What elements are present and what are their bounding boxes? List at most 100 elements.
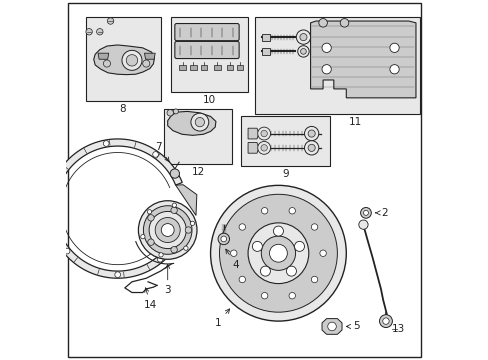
Circle shape — [122, 50, 142, 70]
Circle shape — [143, 206, 192, 254]
Circle shape — [261, 292, 267, 299]
Circle shape — [86, 28, 92, 35]
Circle shape — [261, 236, 295, 270]
Circle shape — [107, 18, 114, 24]
Circle shape — [261, 130, 267, 137]
Circle shape — [230, 250, 237, 256]
Circle shape — [260, 266, 270, 276]
Circle shape — [257, 127, 270, 140]
Polygon shape — [201, 65, 207, 70]
Circle shape — [239, 276, 245, 283]
Circle shape — [173, 109, 178, 114]
Polygon shape — [247, 128, 258, 139]
Circle shape — [147, 239, 154, 246]
Circle shape — [299, 33, 306, 41]
Circle shape — [363, 210, 367, 215]
Circle shape — [170, 247, 177, 253]
FancyBboxPatch shape — [175, 23, 239, 41]
Polygon shape — [94, 45, 154, 75]
Circle shape — [53, 183, 59, 189]
Circle shape — [219, 194, 337, 312]
Circle shape — [319, 250, 325, 256]
Circle shape — [311, 276, 317, 283]
Circle shape — [97, 28, 103, 35]
Circle shape — [64, 248, 70, 254]
Polygon shape — [236, 65, 243, 70]
Circle shape — [296, 30, 310, 44]
Polygon shape — [190, 65, 196, 70]
Circle shape — [166, 110, 173, 116]
Circle shape — [261, 208, 267, 214]
Circle shape — [183, 246, 188, 250]
Circle shape — [358, 220, 367, 229]
Polygon shape — [98, 53, 108, 59]
Text: 12: 12 — [191, 167, 204, 177]
Text: 11: 11 — [348, 117, 361, 127]
Circle shape — [210, 185, 346, 321]
Circle shape — [247, 223, 308, 284]
Circle shape — [141, 234, 145, 239]
Circle shape — [340, 18, 348, 27]
Circle shape — [327, 322, 336, 331]
Circle shape — [221, 236, 226, 242]
Polygon shape — [175, 185, 197, 215]
Circle shape — [138, 201, 197, 259]
Polygon shape — [322, 319, 341, 334]
Circle shape — [218, 233, 229, 245]
Circle shape — [294, 242, 304, 251]
Circle shape — [288, 292, 295, 299]
Bar — [85, 18, 160, 102]
Circle shape — [190, 221, 194, 225]
Circle shape — [322, 43, 331, 53]
Polygon shape — [360, 223, 366, 226]
Circle shape — [157, 256, 163, 262]
FancyBboxPatch shape — [175, 41, 239, 59]
Circle shape — [273, 226, 283, 236]
Bar — [164, 109, 231, 164]
Circle shape — [257, 141, 270, 154]
Polygon shape — [144, 53, 155, 59]
Circle shape — [300, 49, 305, 54]
Circle shape — [360, 207, 370, 218]
Circle shape — [152, 152, 158, 157]
Circle shape — [149, 211, 186, 249]
Circle shape — [389, 43, 398, 53]
Text: 9: 9 — [282, 168, 288, 179]
Circle shape — [147, 215, 154, 221]
Text: 1: 1 — [214, 309, 229, 328]
Circle shape — [239, 224, 245, 230]
Circle shape — [195, 117, 204, 127]
Circle shape — [170, 207, 177, 213]
Circle shape — [389, 64, 398, 74]
Circle shape — [190, 113, 208, 131]
Circle shape — [304, 126, 318, 141]
Text: 8: 8 — [120, 104, 126, 114]
Polygon shape — [226, 65, 233, 70]
Circle shape — [252, 242, 262, 251]
Circle shape — [379, 315, 391, 328]
Circle shape — [318, 18, 326, 27]
Polygon shape — [167, 111, 216, 135]
Text: 4: 4 — [225, 249, 239, 270]
Circle shape — [307, 144, 315, 152]
Circle shape — [297, 46, 308, 57]
Text: 6: 6 — [0, 359, 1, 360]
Circle shape — [161, 224, 174, 237]
Polygon shape — [214, 65, 220, 70]
Circle shape — [159, 253, 163, 257]
Circle shape — [286, 266, 296, 276]
Circle shape — [382, 318, 388, 324]
Circle shape — [288, 208, 295, 214]
Bar — [241, 116, 329, 166]
Circle shape — [311, 224, 317, 230]
Polygon shape — [247, 143, 258, 153]
Circle shape — [322, 64, 331, 74]
Text: 3: 3 — [164, 265, 171, 296]
Text: 2: 2 — [375, 208, 387, 218]
Circle shape — [170, 169, 179, 178]
Polygon shape — [310, 21, 415, 98]
Circle shape — [269, 244, 287, 262]
Text: 5: 5 — [346, 321, 359, 332]
Circle shape — [147, 210, 151, 214]
Text: 13: 13 — [391, 324, 404, 334]
